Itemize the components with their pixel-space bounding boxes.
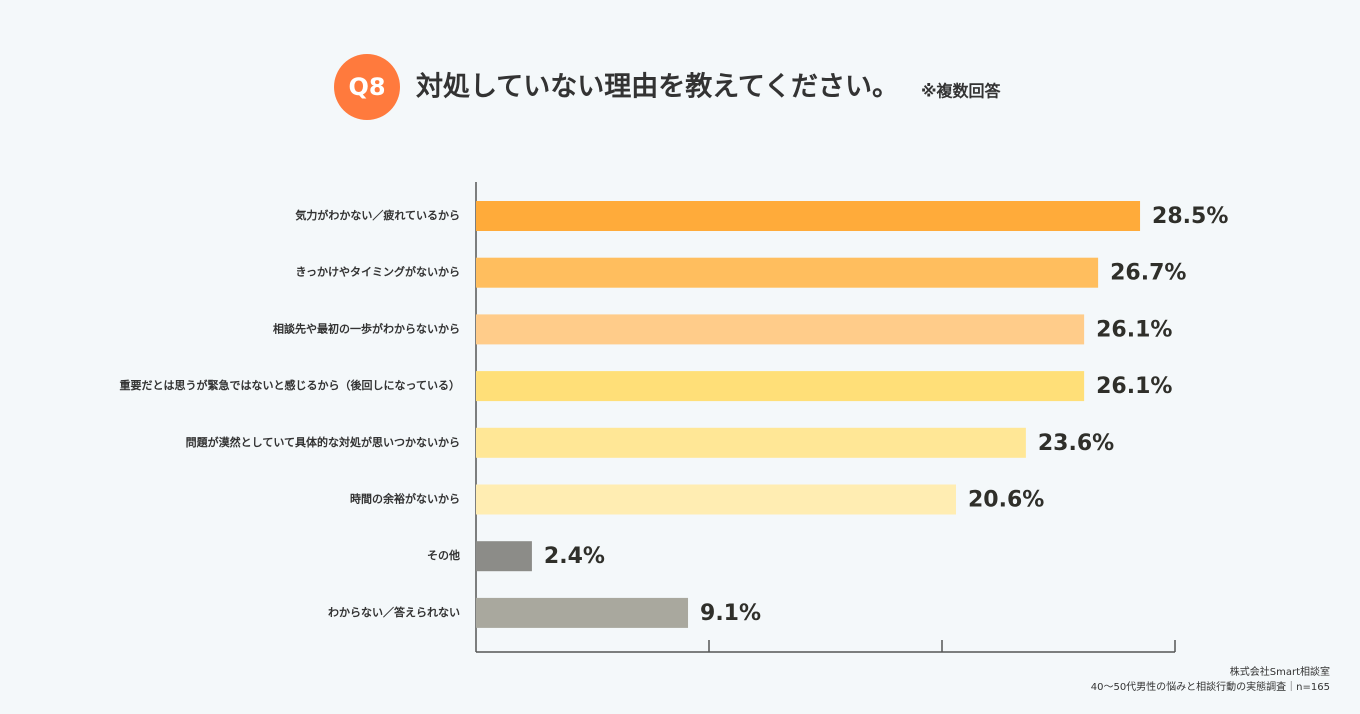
- y-tick-label: 問題が漠然としていて具体的な対処が思いつかないから: [186, 435, 460, 449]
- bar: [476, 427, 1026, 458]
- value-label: 28.5%: [1152, 204, 1228, 229]
- bar: [476, 201, 1141, 231]
- badge: Q8: [348, 73, 385, 101]
- value-label: 2.4%: [544, 544, 605, 569]
- bar: [476, 257, 1099, 288]
- y-tick-label: きっかけやタイミングがないから: [295, 265, 460, 279]
- bar: [476, 371, 1085, 402]
- bar: [476, 314, 1085, 345]
- y-tick-label: 気力がわかない／疲れているから: [295, 208, 460, 222]
- bar: [476, 541, 532, 572]
- value-label: 26.1%: [1096, 374, 1172, 399]
- y-tick-label: 時間の余裕がないから: [350, 492, 460, 506]
- bar: [476, 597, 689, 628]
- subtitle: ※複数回答: [921, 82, 1002, 101]
- value-label: 26.1%: [1096, 317, 1172, 342]
- value-label: 26.7%: [1110, 261, 1186, 286]
- value-label: 20.6%: [968, 488, 1044, 513]
- source: 40～50代男性の悩みと相談行動の実態調査｜n=165: [1091, 680, 1330, 693]
- source: 株式会社Smart相談室: [1230, 665, 1330, 678]
- chart-title: 対処していない理由を教えてください。: [416, 71, 899, 103]
- value-label: 23.6%: [1038, 431, 1114, 456]
- badge-circle: [334, 54, 400, 120]
- y-tick-label: 重要だとは思うが緊急ではないと感じるから（後回しになっている）: [120, 378, 460, 392]
- y-tick-label: 相談先や最初の一歩がわからないから: [273, 321, 460, 335]
- y-tick-label: その他: [427, 548, 460, 562]
- value-label: 9.1%: [700, 601, 761, 626]
- y-tick-label: わからない／答えられない: [328, 605, 460, 619]
- bar: [476, 484, 956, 515]
